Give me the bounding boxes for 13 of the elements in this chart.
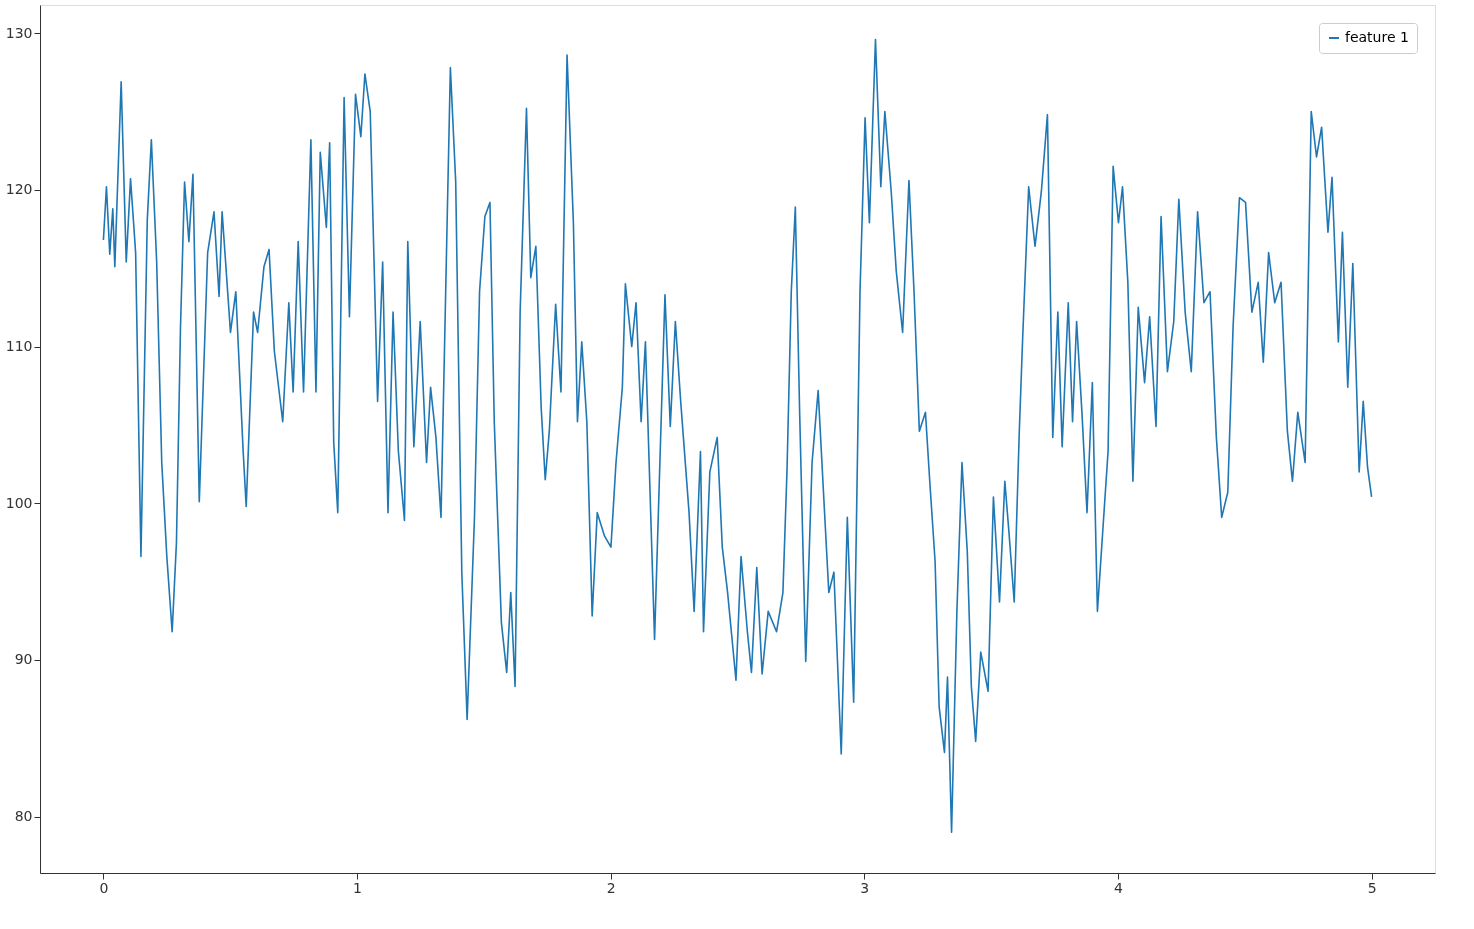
x-tick-label: 5 xyxy=(1367,879,1377,896)
y-tick-label: 120 xyxy=(5,181,33,198)
x-tick-label: 2 xyxy=(606,879,616,896)
y-tick-label: 110 xyxy=(5,338,33,355)
x-tick-label: 3 xyxy=(860,879,870,896)
x-tick-label: 1 xyxy=(353,879,363,896)
y-tick-label: 80 xyxy=(14,808,33,825)
y-tick-label: 90 xyxy=(14,651,33,668)
y-tick-label: 130 xyxy=(5,24,33,41)
legend-label: feature 1 xyxy=(1345,29,1409,45)
x-tick-label: 4 xyxy=(1113,879,1123,896)
y-tick-label: 100 xyxy=(5,494,33,511)
x-tick-label: 0 xyxy=(99,879,109,896)
